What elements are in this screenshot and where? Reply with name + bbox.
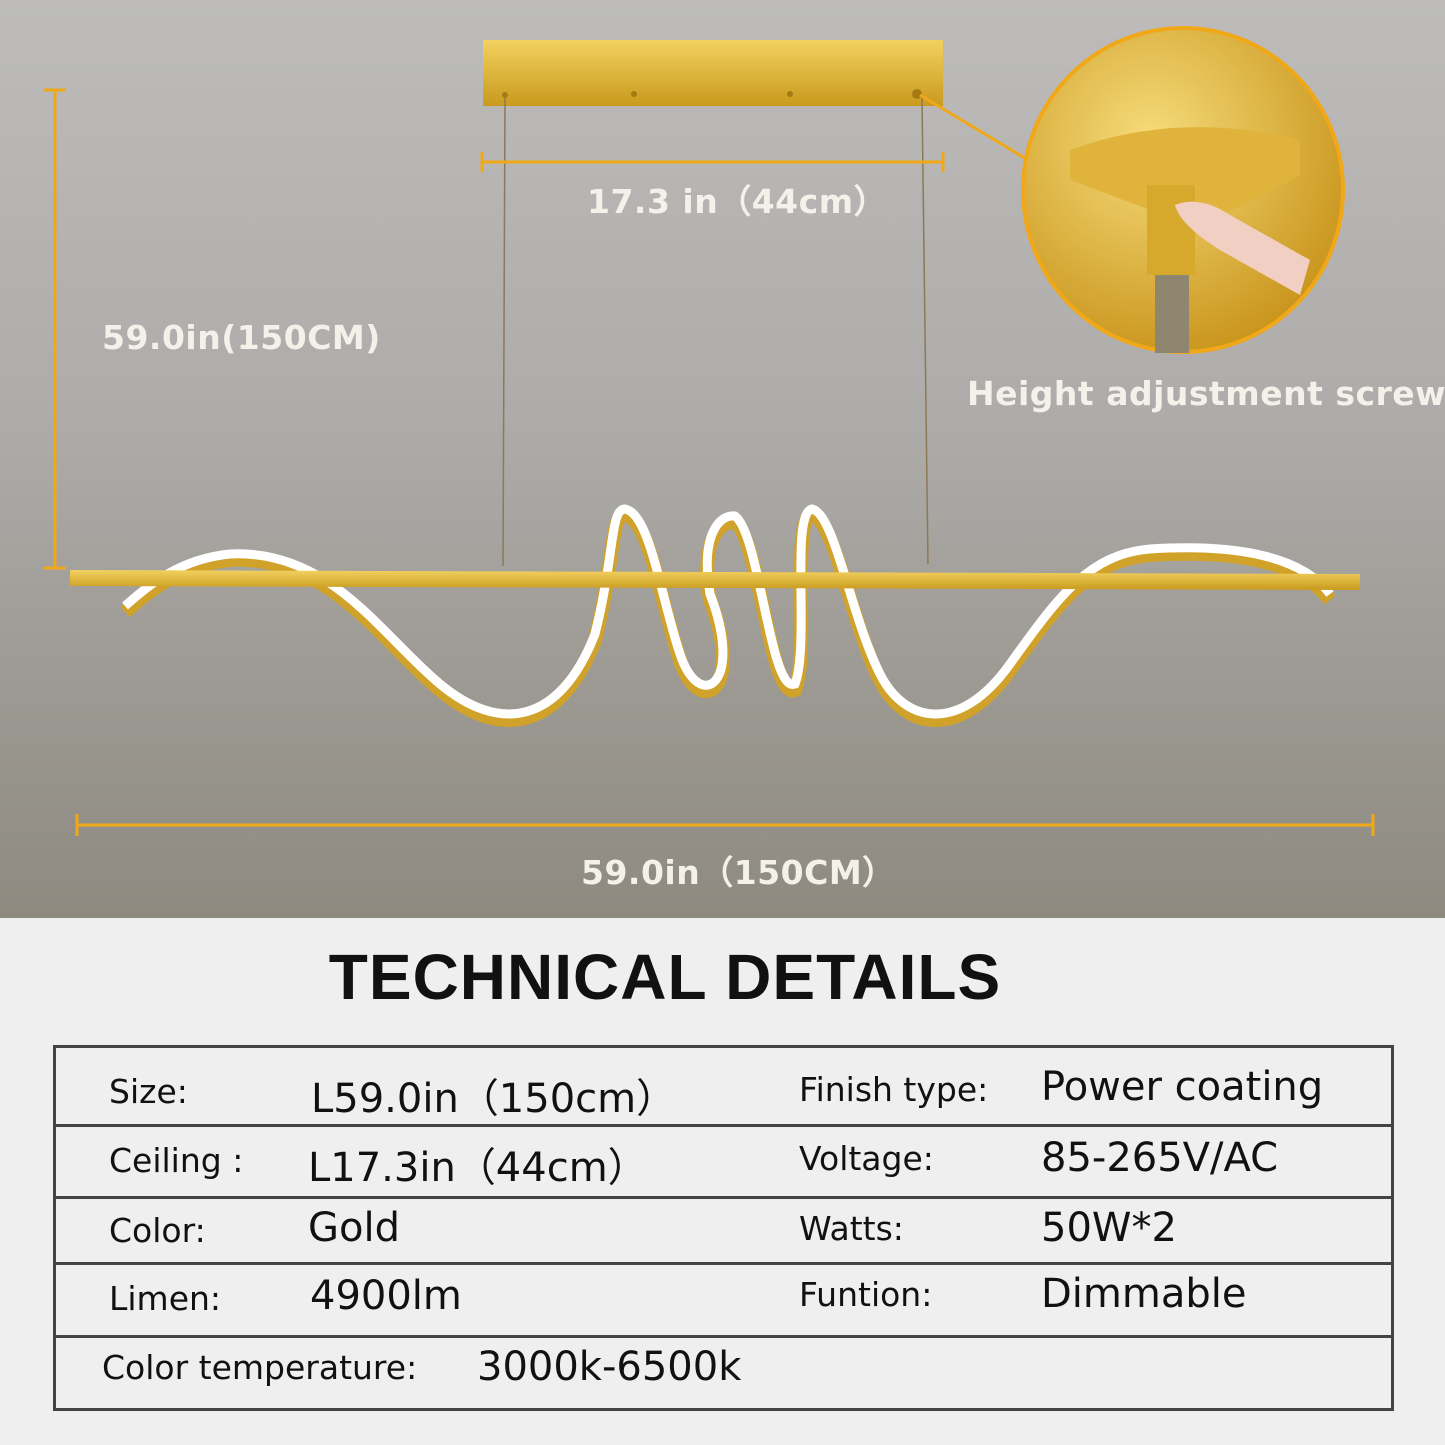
spec-table: Size: L59.0in（150cm） Finish type: Power … bbox=[53, 1045, 1394, 1411]
screw-caption: Height adjustment screw bbox=[967, 374, 1445, 413]
spec-row: Color temperature: 3000k-6500k bbox=[56, 1338, 1391, 1408]
spec-label: Finish type: bbox=[799, 1070, 989, 1109]
light-bar bbox=[70, 570, 1360, 590]
length-label: 59.0in（150CM） bbox=[581, 853, 896, 892]
spec-value: 50W*2 bbox=[1041, 1205, 1177, 1251]
ceiling-width-label: 17.3 in（44cm） bbox=[587, 182, 888, 221]
spec-label: Color: bbox=[109, 1211, 206, 1250]
height-dimension-line bbox=[44, 88, 66, 570]
spec-label: Size: bbox=[109, 1072, 188, 1111]
length-dimension-line bbox=[75, 814, 1375, 836]
height-label: 59.0in(150CM) bbox=[102, 318, 381, 357]
section-title: TECHNICAL DETAILS bbox=[328, 941, 1002, 1013]
spec-value: 4900lm bbox=[310, 1273, 462, 1319]
spec-row: Limen: 4900lm Funtion: Dimmable bbox=[56, 1265, 1391, 1338]
spec-value: L59.0in（150cm） bbox=[311, 1076, 677, 1122]
spec-label: Funtion: bbox=[799, 1275, 933, 1314]
spec-label: Voltage: bbox=[799, 1139, 934, 1178]
spec-value: 85-265V/AC bbox=[1041, 1135, 1279, 1181]
spec-value: 3000k-6500k bbox=[477, 1344, 742, 1390]
ceiling-canopy bbox=[483, 40, 943, 106]
spec-value: L17.3in（44cm） bbox=[308, 1145, 648, 1191]
spec-value: Gold bbox=[308, 1205, 400, 1251]
height-adjustment-screw-closeup bbox=[1021, 26, 1345, 354]
spec-label: Watts: bbox=[799, 1209, 904, 1248]
spec-value: Power coating bbox=[1041, 1064, 1324, 1110]
product-photo: 17.3 in（44cm） 59.0in(150CM) 59.0in（150CM… bbox=[0, 0, 1445, 918]
spec-row: Color: Gold Watts: 50W*2 bbox=[56, 1199, 1391, 1265]
spec-value: Dimmable bbox=[1041, 1271, 1247, 1317]
spec-row: Ceiling : L17.3in（44cm） Voltage: 85-265V… bbox=[56, 1127, 1391, 1199]
ceiling-dimension-line bbox=[480, 152, 945, 172]
spec-row: Size: L59.0in（150cm） Finish type: Power … bbox=[56, 1048, 1391, 1127]
spec-label: Color temperature: bbox=[102, 1348, 418, 1387]
spec-label: Ceiling : bbox=[109, 1141, 244, 1180]
spec-label: Limen: bbox=[109, 1279, 222, 1318]
chandelier-illustration bbox=[44, 26, 1375, 836]
